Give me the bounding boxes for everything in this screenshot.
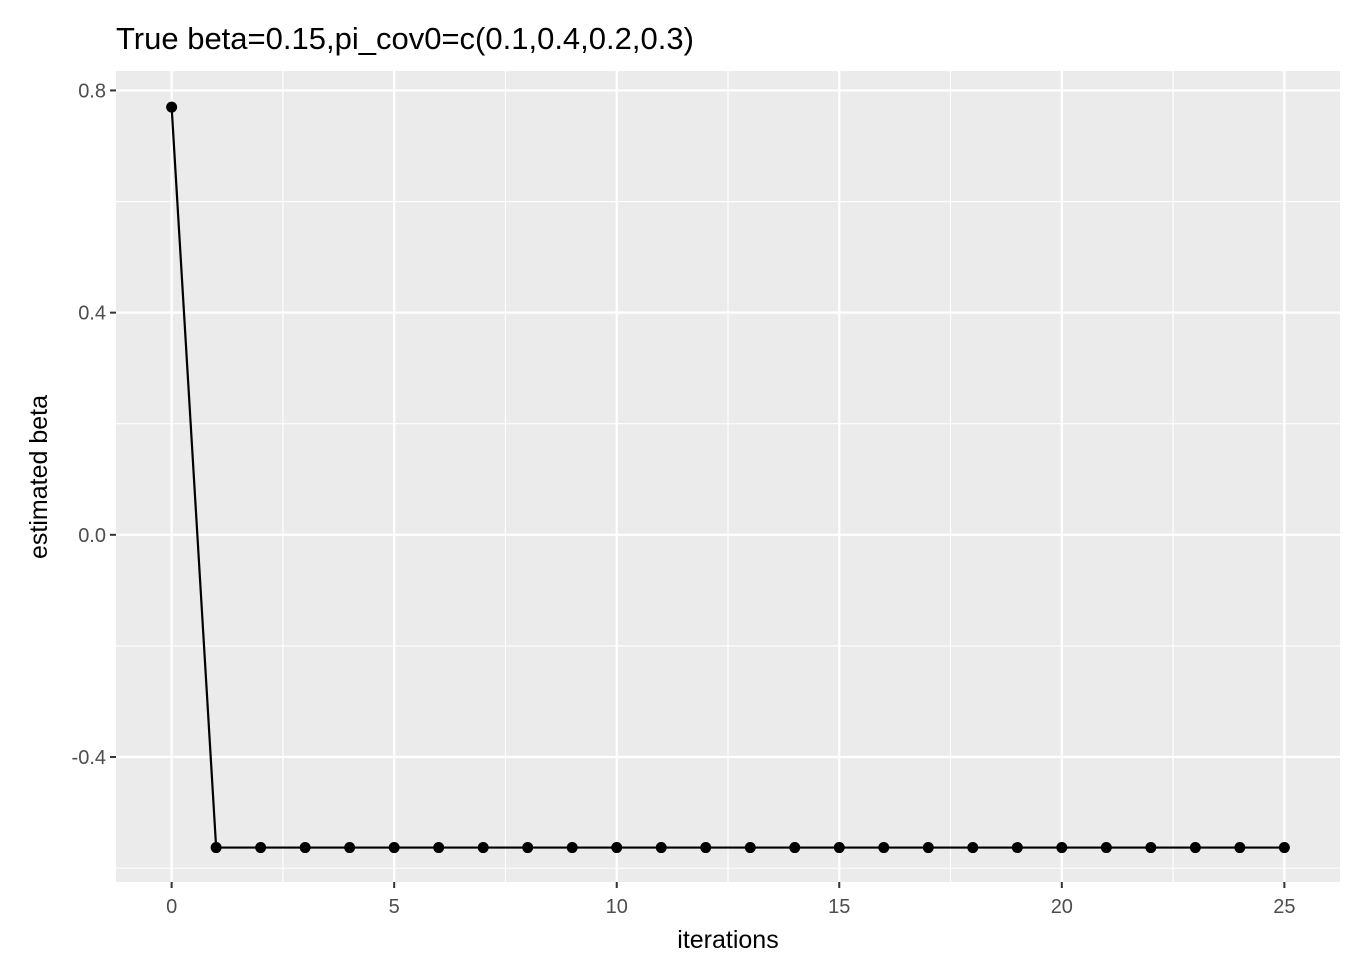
series-line bbox=[170, 107, 1285, 849]
data-point bbox=[1189, 842, 1201, 854]
data-point bbox=[744, 842, 756, 854]
data-point bbox=[922, 842, 934, 854]
x-tick-label: 15 bbox=[828, 896, 850, 918]
data-point bbox=[789, 842, 801, 854]
data-point bbox=[566, 842, 578, 854]
data-point bbox=[255, 842, 267, 854]
data-point bbox=[1011, 842, 1023, 854]
data-point bbox=[833, 842, 845, 854]
y-axis: 0.8 0.4 0.0 -0.4 bbox=[72, 80, 116, 769]
x-tick-label: 0 bbox=[166, 896, 177, 918]
data-point bbox=[1278, 842, 1290, 854]
chart-title: True beta=0.15,pi_cov0=c(0.1,0.4,0.2,0.3… bbox=[116, 21, 694, 56]
data-point bbox=[210, 842, 222, 854]
data-point bbox=[611, 842, 623, 854]
data-point bbox=[344, 842, 356, 854]
data-point bbox=[388, 842, 400, 854]
x-axis: 0 5 10 15 20 25 bbox=[166, 882, 1295, 918]
data-series bbox=[166, 101, 1290, 854]
y-tick-label: 0.8 bbox=[78, 80, 106, 102]
data-point bbox=[967, 842, 979, 854]
data-point bbox=[655, 842, 667, 854]
y-tick-label: 0.4 bbox=[78, 303, 106, 325]
y-tick-label: -0.4 bbox=[72, 747, 106, 769]
data-point bbox=[477, 842, 489, 854]
data-point bbox=[433, 842, 445, 854]
data-point bbox=[522, 842, 534, 854]
minor-gridlines bbox=[116, 71, 1340, 882]
major-gridlines bbox=[116, 71, 1340, 882]
data-point bbox=[1234, 842, 1246, 854]
data-point bbox=[700, 842, 712, 854]
x-tick-label: 10 bbox=[606, 896, 628, 918]
x-axis-label: iterations bbox=[677, 926, 778, 954]
data-point bbox=[878, 842, 890, 854]
x-tick-label: 25 bbox=[1273, 896, 1295, 918]
x-tick-label: 20 bbox=[1051, 896, 1073, 918]
data-point bbox=[1056, 842, 1068, 854]
x-tick-label: 5 bbox=[389, 896, 400, 918]
data-point bbox=[299, 842, 311, 854]
data-point bbox=[166, 101, 178, 113]
y-axis-label: estimated beta bbox=[25, 395, 53, 559]
y-tick-label: 0.0 bbox=[78, 525, 106, 547]
data-point bbox=[1100, 842, 1112, 854]
data-point bbox=[1145, 842, 1157, 854]
